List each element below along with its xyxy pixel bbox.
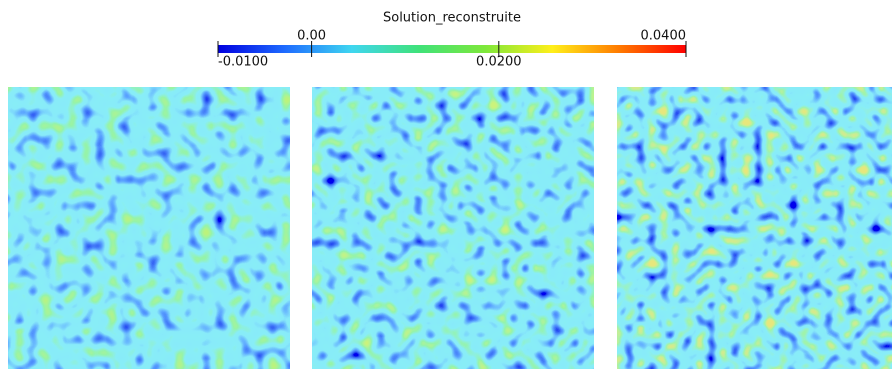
colorbar: [218, 45, 686, 53]
colorbar-title: Solution_reconstruite: [383, 11, 521, 26]
tick-label: 0.00: [297, 29, 326, 44]
tick-label: 0.0400: [641, 29, 687, 44]
field-panel: [8, 87, 290, 369]
tick-label: -0.0100: [218, 55, 268, 70]
field-panel: [312, 87, 594, 369]
field-panel: [617, 87, 892, 369]
tick-label: 0.0200: [476, 55, 522, 70]
